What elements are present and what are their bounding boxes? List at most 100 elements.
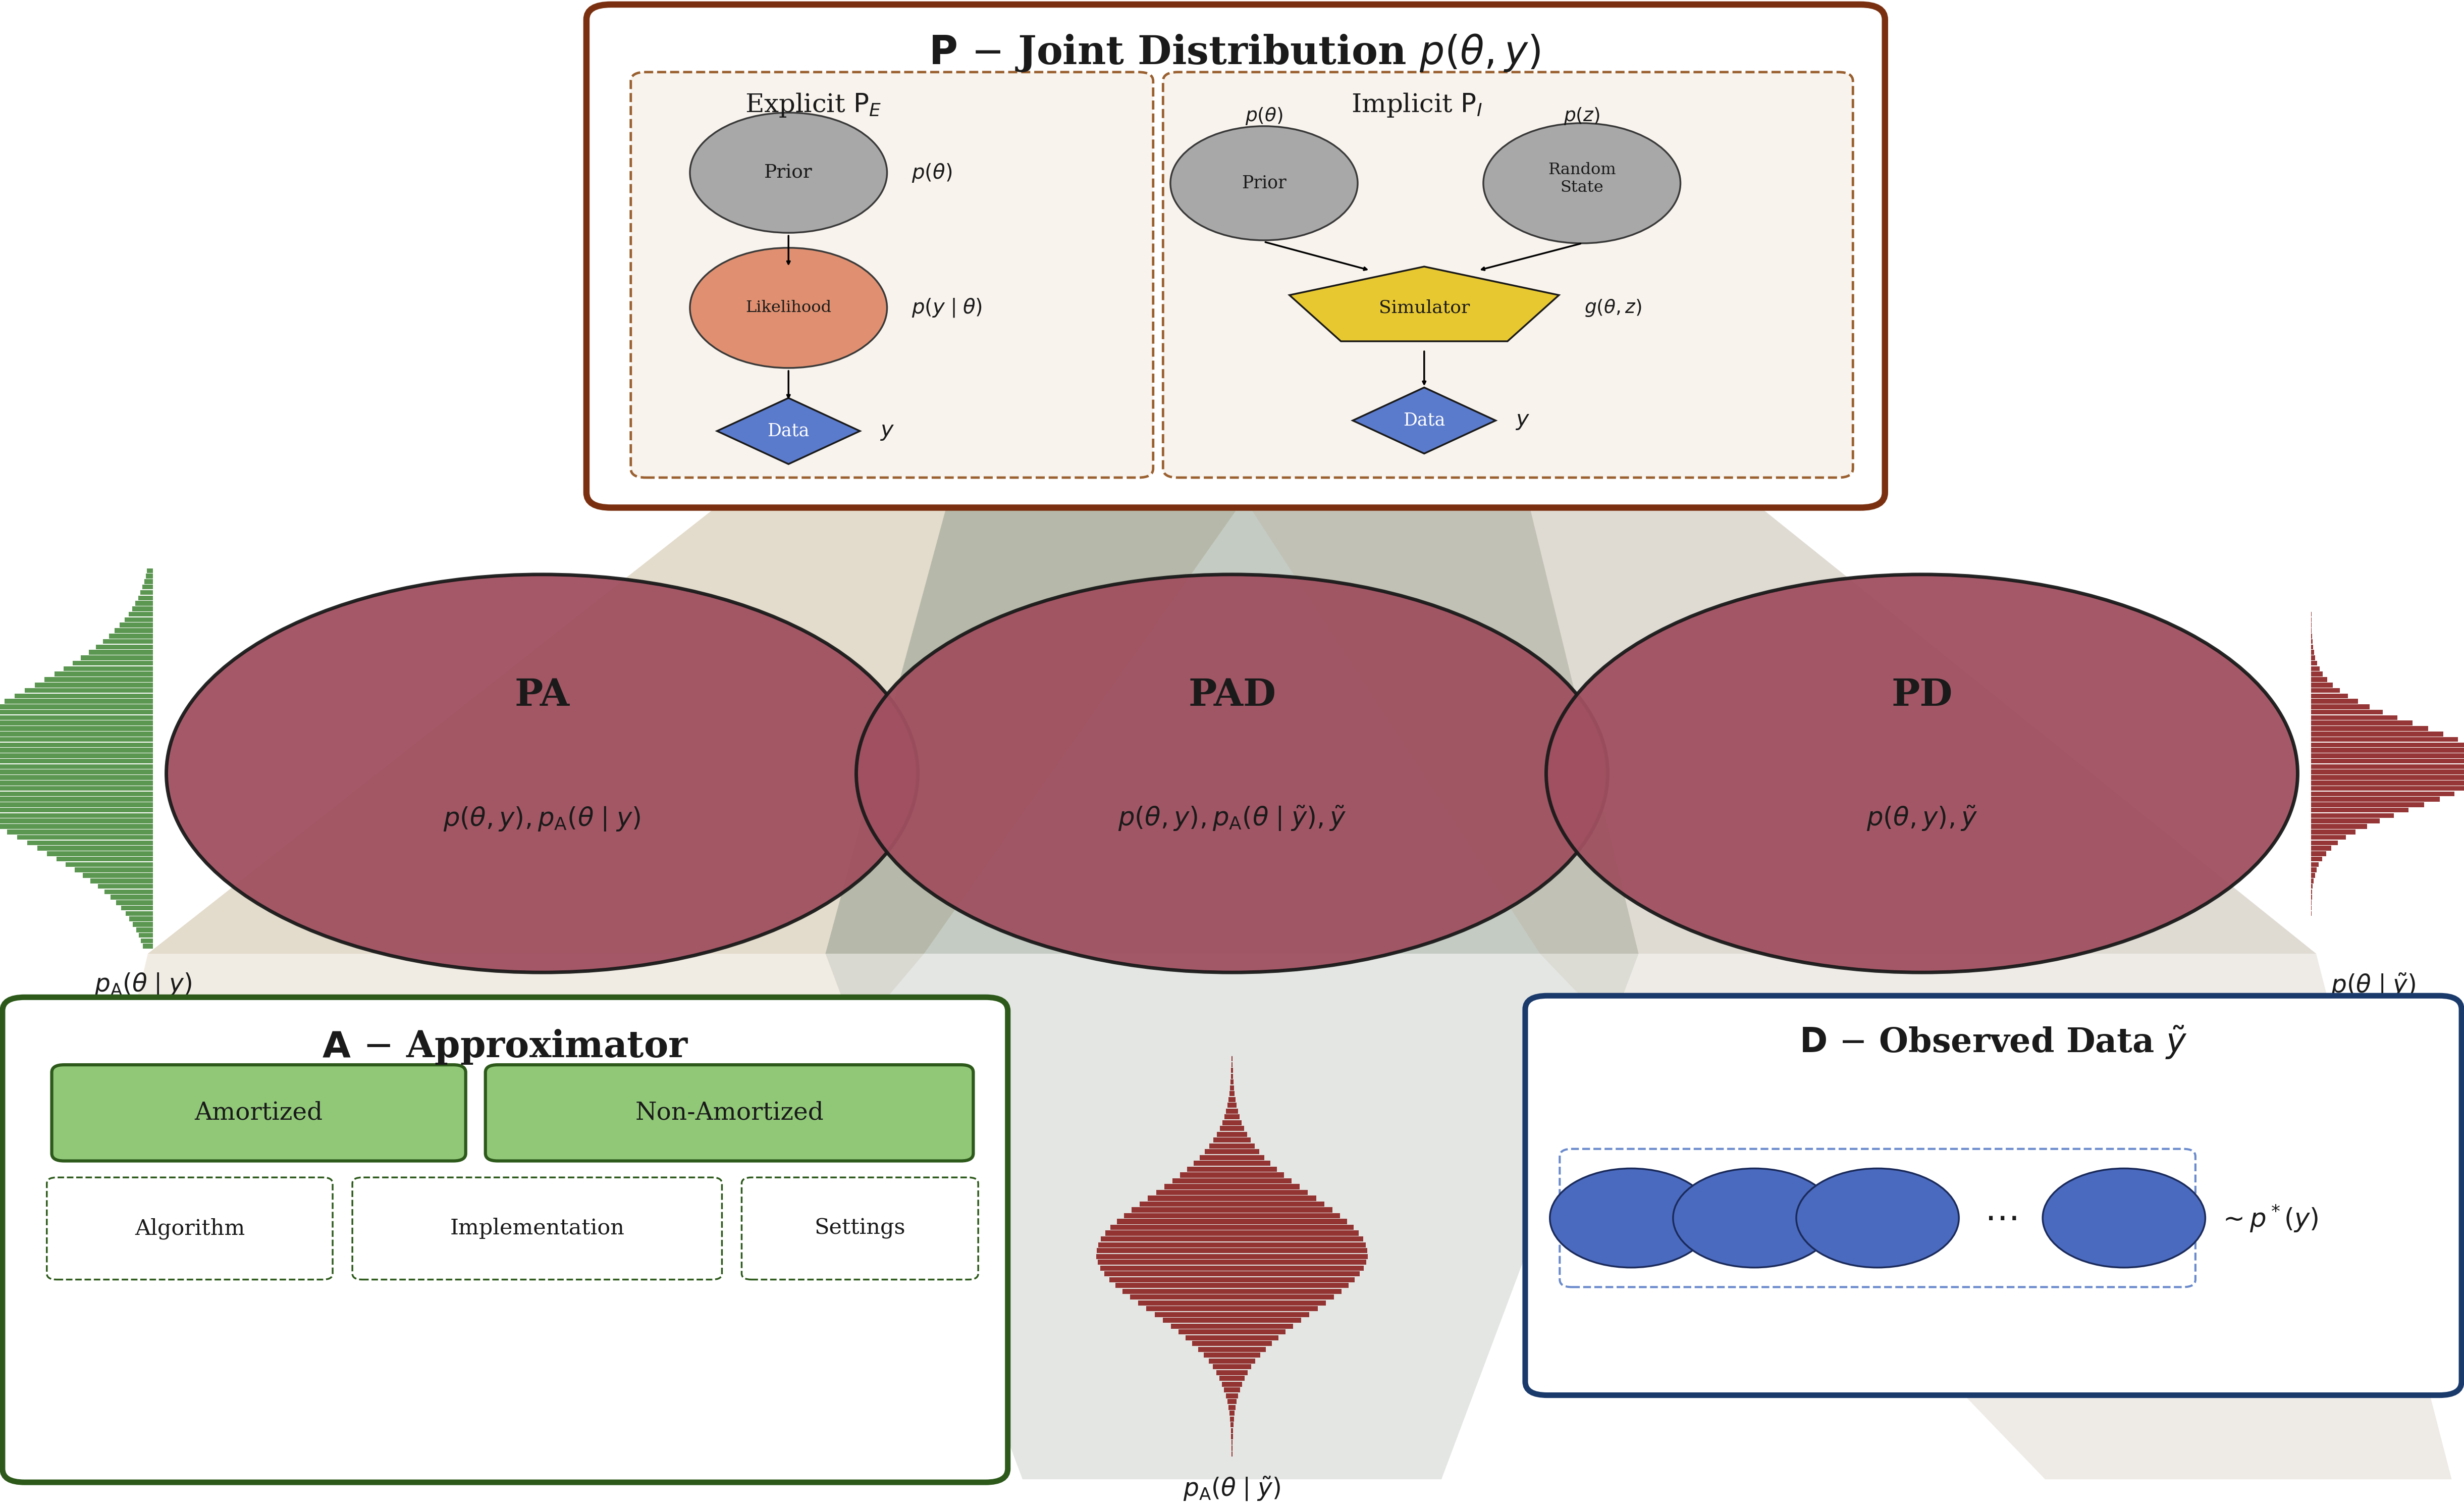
Bar [1225, 1114, 1239, 1119]
Bar [0, 742, 153, 748]
Bar [57, 857, 153, 861]
Bar [1222, 1120, 1242, 1125]
Bar [2311, 775, 2464, 780]
Bar [1222, 1381, 1242, 1387]
Bar [1198, 1347, 1266, 1353]
Bar [2311, 823, 2368, 829]
Text: $\mathbf{A}$ $-$ Approximator: $\mathbf{A}$ $-$ Approximator [323, 1028, 687, 1066]
Bar [0, 819, 153, 823]
Bar [1212, 1365, 1252, 1369]
Bar [145, 573, 153, 579]
Polygon shape [1353, 388, 1496, 454]
Text: $p(z)$: $p(z)$ [1565, 106, 1599, 127]
Bar [0, 786, 153, 790]
Bar [1180, 1172, 1284, 1178]
Bar [2311, 769, 2464, 775]
Bar [1220, 1126, 1244, 1131]
Text: $\mathbf{P}$ $-$ Joint Distribution $p(\theta,y)$: $\mathbf{P}$ $-$ Joint Distribution $p(\… [929, 32, 1540, 72]
Bar [1146, 1306, 1318, 1312]
Bar [47, 851, 153, 857]
FancyBboxPatch shape [485, 1065, 973, 1161]
Bar [1121, 1289, 1343, 1294]
FancyBboxPatch shape [631, 72, 1153, 478]
Bar [0, 823, 153, 829]
Bar [37, 846, 153, 851]
Bar [2311, 694, 2348, 698]
Bar [2311, 863, 2319, 867]
Bar [0, 775, 153, 780]
Bar [84, 873, 153, 878]
Text: $p(\theta,y),p_{\mathrm{A}}(\theta\mid\tilde{y}),\tilde{y}$: $p(\theta,y),p_{\mathrm{A}}(\theta\mid\t… [1119, 804, 1345, 832]
Polygon shape [1289, 267, 1560, 341]
Bar [1230, 1405, 1234, 1410]
Bar [2311, 813, 2393, 817]
Polygon shape [1244, 499, 2316, 953]
Bar [1099, 1259, 1365, 1265]
Polygon shape [1540, 953, 2452, 1479]
Bar [2311, 819, 2380, 823]
Text: $\cdots$: $\cdots$ [1986, 1200, 2016, 1235]
Polygon shape [148, 499, 1244, 953]
Bar [2311, 873, 2314, 878]
Bar [145, 579, 153, 584]
Bar [2311, 731, 2444, 736]
Bar [133, 921, 153, 927]
Bar [2311, 737, 2459, 742]
Bar [2311, 754, 2464, 759]
Bar [1148, 1196, 1316, 1200]
Ellipse shape [165, 575, 917, 973]
Text: Data: Data [1402, 412, 1446, 430]
Bar [1205, 1149, 1259, 1154]
Bar [71, 661, 153, 665]
Bar [1188, 1167, 1276, 1172]
Bar [121, 623, 153, 627]
Bar [25, 688, 153, 692]
Text: Implicit $\mathrm{P}_I$: Implicit $\mathrm{P}_I$ [1350, 92, 1483, 119]
Bar [126, 617, 153, 623]
FancyBboxPatch shape [52, 1065, 466, 1161]
Bar [34, 683, 153, 688]
Bar [1227, 1108, 1237, 1113]
Bar [140, 938, 153, 942]
Text: $y$: $y$ [1515, 410, 1530, 431]
Bar [67, 863, 153, 867]
Bar [2311, 667, 2319, 671]
Text: $p(\theta,y),p_{\mathrm{A}}(\theta\mid y)$: $p(\theta,y),p_{\mathrm{A}}(\theta\mid y… [444, 805, 641, 832]
Bar [1230, 1080, 1234, 1084]
Bar [0, 721, 153, 725]
Text: $p_{\mathrm{A}}(\theta\mid y)$: $p_{\mathrm{A}}(\theta\mid y)$ [94, 971, 192, 998]
Bar [2311, 727, 2427, 731]
Bar [2311, 765, 2464, 769]
Bar [0, 781, 153, 786]
Bar [138, 933, 153, 938]
Bar [1116, 1218, 1348, 1224]
Bar [1230, 1096, 1234, 1102]
Bar [1207, 1359, 1257, 1363]
Bar [81, 656, 153, 661]
Bar [2311, 796, 2439, 802]
Bar [0, 802, 153, 807]
FancyBboxPatch shape [1163, 72, 1853, 478]
Bar [1220, 1375, 1244, 1381]
Bar [2311, 661, 2316, 665]
Bar [143, 585, 153, 590]
Bar [1163, 1318, 1301, 1323]
FancyBboxPatch shape [352, 1178, 722, 1280]
Bar [1109, 1277, 1355, 1282]
Text: $p(y\mid\theta)$: $p(y\mid\theta)$ [912, 297, 983, 318]
Bar [2311, 710, 2383, 715]
Polygon shape [25, 953, 924, 1479]
Bar [1170, 1324, 1294, 1329]
Bar [133, 606, 153, 611]
Ellipse shape [1547, 575, 2296, 973]
Text: $\sim p^*(y)$: $\sim p^*(y)$ [2218, 1202, 2319, 1234]
Polygon shape [717, 398, 860, 464]
Bar [2311, 698, 2358, 704]
Text: Non-Amortized: Non-Amortized [636, 1101, 823, 1125]
Bar [1225, 1387, 1239, 1392]
Bar [131, 917, 153, 921]
Bar [1225, 1393, 1239, 1398]
Bar [140, 590, 153, 594]
Text: Explicit $\mathrm{P}_E$: Explicit $\mathrm{P}_E$ [744, 92, 882, 119]
Bar [15, 694, 153, 698]
